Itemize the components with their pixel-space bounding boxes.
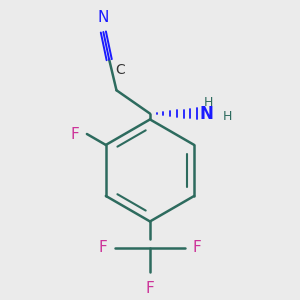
Text: N: N [98, 10, 109, 25]
Text: F: F [99, 240, 108, 255]
Text: C: C [115, 63, 125, 76]
Text: N: N [200, 105, 214, 123]
Text: H: H [223, 110, 232, 123]
Text: H: H [204, 96, 213, 109]
Text: F: F [71, 127, 80, 142]
Text: F: F [192, 240, 201, 255]
Text: F: F [146, 281, 154, 296]
